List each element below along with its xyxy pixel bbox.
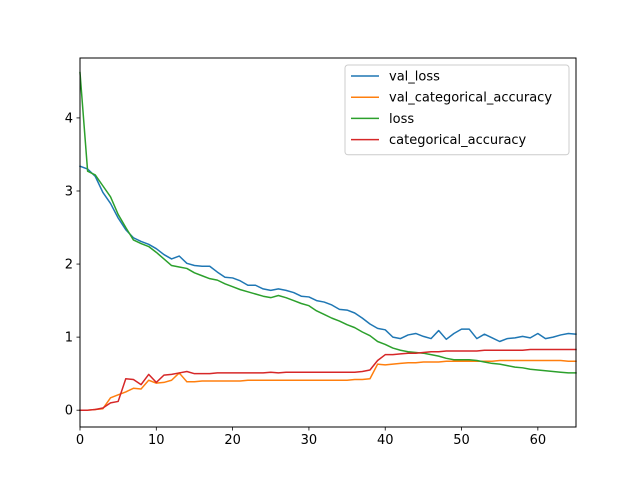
plot-frame	[79, 57, 577, 428]
x-tick-label: 20	[224, 433, 241, 448]
x-tick-label: 0	[76, 433, 84, 448]
y-tick-label: 2	[65, 258, 73, 273]
plot-lines	[79, 71, 577, 411]
legend-label-val-loss: val_loss	[389, 70, 440, 85]
legend-label-val-categorical-accuracy: val_categorical_accuracy	[389, 91, 552, 106]
y-axis: 0 1 2 3 4	[65, 111, 80, 419]
legend-box	[344, 64, 570, 156]
x-tick-label: 60	[530, 433, 547, 448]
y-tick-label: 3	[65, 184, 73, 199]
x-axis: 0 10 20 30 40 50 60	[76, 427, 546, 448]
y-tick-label: 1	[65, 331, 73, 346]
legend-label-categorical-accuracy: categorical_accuracy	[389, 133, 527, 148]
series-line-categorical-accuracy	[79, 348, 577, 411]
x-tick-label: 40	[377, 433, 394, 448]
series-line-val-loss	[79, 165, 577, 343]
legend-label-loss: loss	[389, 112, 414, 127]
x-tick-label: 10	[148, 433, 165, 448]
series-line-val-categorical-accuracy	[79, 359, 577, 411]
y-tick-label: 0	[65, 404, 73, 419]
x-tick-label: 50	[453, 433, 470, 448]
y-tick-label: 4	[65, 111, 73, 126]
series-line-loss	[79, 71, 577, 374]
x-tick-label: 30	[301, 433, 318, 448]
